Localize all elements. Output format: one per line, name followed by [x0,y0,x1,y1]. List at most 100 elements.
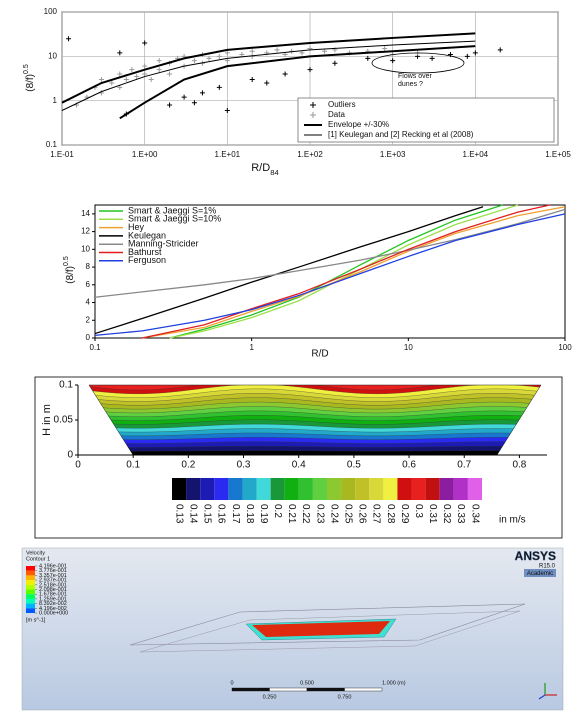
x-tick-label: 0.3 [237,460,251,471]
colorbar-cell [299,478,313,500]
scale-bar-segment [232,688,270,691]
colorbar-cell [172,478,186,500]
x-tick-label: 0.4 [292,460,306,471]
colorbar-cell [271,478,285,500]
y-tick-label: 0 [67,450,73,461]
colorbar-cell [26,608,35,613]
y-tick-label: 0.1 [46,140,58,149]
colorbar-cell [26,566,35,571]
x-tick-label: 0.6 [402,460,416,471]
colorbar-cell [426,478,440,500]
colorbar-cell [397,478,411,500]
colorbar-label: 0.24 [328,504,339,524]
x-tick-label: 0.2 [181,460,195,471]
y-tick-label: 2 [86,315,91,324]
colorbar-label: 0.18 [244,504,255,524]
x-tick-label: 1.E+04 [463,150,489,159]
y-tick-label: 1 [53,96,58,105]
y-tick-label: 12 [81,227,90,236]
y-tick-label: 0.05 [54,415,74,426]
colorbar-label: 0.14 [187,504,198,524]
colorbar-cell [228,478,242,500]
x-tick-label: 1.E+03 [380,150,406,159]
colorbar-cell [186,478,200,500]
colorbar-label: 0.29 [399,504,410,524]
colorbar-label: 0.23 [314,504,325,524]
colorbar-cell [454,478,468,500]
plot-area [95,205,565,338]
x-tick-label: 1.E+00 [132,150,158,159]
colorbar-label: 0.33 [455,504,466,524]
colorbar-cell [468,478,482,500]
colorbar-label: 0.27 [371,504,382,524]
colorbar-cell [327,478,341,500]
colorbar-cell [257,478,271,500]
colorbar-cell [214,478,228,500]
colorbar-cell [313,478,327,500]
colorbar-cell [242,478,256,500]
colorbar-label: 0.2 [272,504,283,518]
x-axis-label-main: R/D [251,162,270,174]
x-tick-label: 0.1 [89,343,101,352]
legend-subtitle: Contour 1 [26,556,50,562]
colorbar-cell [26,590,35,595]
colorbar-cell [26,575,35,580]
scale-label: 1.000 (m) [382,680,406,686]
colorbar-label: 0.22 [300,504,311,524]
colorbar-cell [26,604,35,609]
x-tick-label: 0.8 [512,460,526,471]
y-tick-label: 100 [44,7,58,16]
colorbar-cell [412,478,426,500]
figure: 1.E-011.E+001.E+011.E+021.E+031.E+041.E+… [0,0,583,713]
x-axis-label: R/D [311,349,328,360]
version: R15.0 [539,564,556,570]
contour-field [78,380,547,455]
y-tick-label: 6 [86,280,91,289]
x-tick-label: 0.1 [126,460,140,471]
legend-label: [1] Keulegan and [2] Recking et al (2008… [328,130,474,139]
x-tick-label: 0.5 [347,460,361,471]
colorbar-label: 0.15 [202,504,213,524]
y-axis-label: (8/f)0.5 [63,256,75,284]
colorbar-label: 0.28 [385,504,396,524]
colorbar-unit: [m s^-1] [26,617,46,623]
x-axis-label-sub: 84 [270,168,279,177]
y-tick-label: 4 [86,298,91,307]
x-tick-label: 1.E+01 [215,150,241,159]
legend-label: Outliers [328,100,356,109]
x-tick-label: 0 [75,460,81,471]
colorbar-cell [341,478,355,500]
colorbar-cell [200,478,214,500]
annotation: Flows over [398,73,433,80]
x-axis-label: R/D84 [251,162,279,177]
x-tick-label: 1.E-01 [50,150,74,159]
colorbar-label: 0.13 [173,504,184,524]
colorbar-cell [26,594,35,599]
colorbar-cell [285,478,299,500]
x-tick-label: 0.7 [457,460,471,471]
colorbar-cell [355,478,369,500]
y-tick-label: 10 [81,244,90,253]
colorbar-cell [383,478,397,500]
y-axis-label: (8/f)0.5 [23,64,35,92]
scale-label: 0.750 [338,694,352,700]
colorbar-label: 0.21 [286,504,297,524]
edition: Academic [527,571,553,577]
y-tick-label: 10 [48,51,57,60]
x-tick-label: 100 [558,343,572,352]
colorbar-cell [440,478,454,500]
colorbar-label: 0.32 [441,504,452,524]
y-axis-label-sup: 0.5 [23,64,30,74]
legend-label: Ferguson [128,255,166,265]
colorbar-label: 0.16 [216,504,227,524]
colorbar-cell [26,580,35,585]
x-tick-label: 1 [249,343,254,352]
y-tick-label: 8 [86,262,91,271]
scale-label: 0 [230,680,233,686]
y-axis-label: H in m [41,404,53,436]
colorbar-cell [26,571,35,576]
colorbar-label: 0.25 [342,504,353,524]
brand: ANSYS [515,549,556,563]
legend-label: Data [328,110,345,119]
colorbar-label: 0.000e+000 [39,610,68,616]
